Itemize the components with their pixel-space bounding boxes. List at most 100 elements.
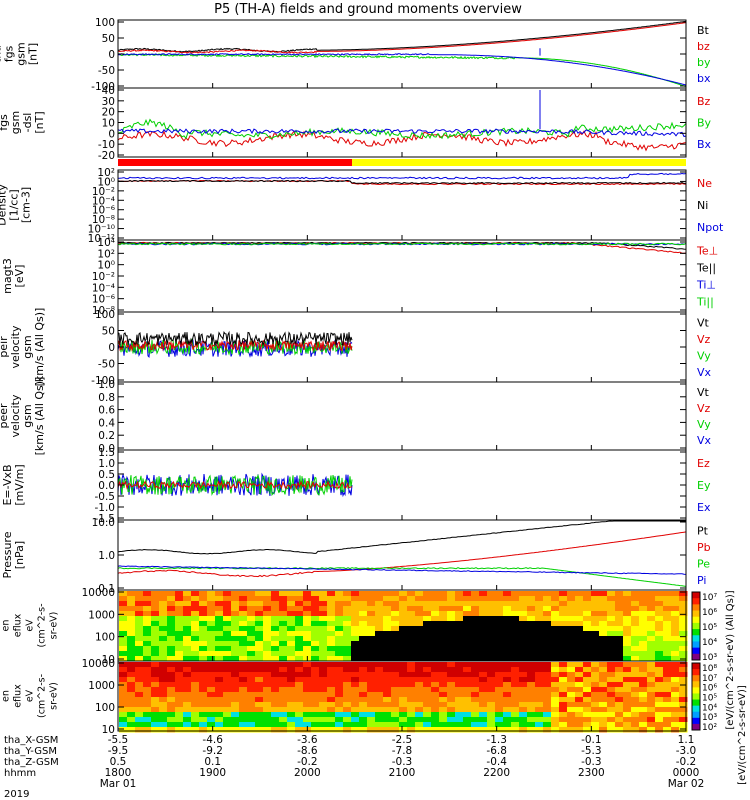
spectro-ion-cell bbox=[295, 631, 304, 637]
spectro-ion-cell bbox=[551, 651, 560, 657]
spectro-ion-cell bbox=[591, 636, 600, 642]
spectro-ion-cell bbox=[583, 601, 592, 607]
spectro-ion-cell bbox=[463, 596, 472, 602]
spectro-electron-cell bbox=[527, 717, 536, 723]
spectro-electron-cell bbox=[351, 727, 360, 733]
ytick-label-temperature: 10⁰ bbox=[97, 260, 115, 272]
spectro-electron-cell bbox=[423, 722, 432, 728]
spectro-ion-cell bbox=[391, 621, 400, 627]
spectro-ion-cell bbox=[471, 646, 480, 652]
spectro-ion-cell bbox=[367, 651, 376, 657]
spectro-electron-cell bbox=[319, 727, 328, 733]
spectro-ion-cell bbox=[495, 631, 504, 637]
spectro-ion-cell bbox=[311, 636, 320, 642]
ylabel-line: gsm bbox=[21, 404, 34, 427]
spectro-ion-cell bbox=[423, 621, 432, 627]
spectro-ion-cell bbox=[655, 636, 664, 642]
spectro-ion-cell bbox=[383, 631, 392, 637]
spectro-electron-cell bbox=[631, 687, 640, 693]
spectro-ion-cell bbox=[359, 616, 368, 622]
spectro-electron-cell bbox=[159, 677, 168, 683]
spectro-ion-cell bbox=[471, 626, 480, 632]
spectro-ion-cell bbox=[359, 596, 368, 602]
spectro-electron-cell bbox=[607, 662, 616, 668]
spectro-electron-cell bbox=[239, 722, 248, 728]
spectro-ion-cell bbox=[535, 646, 544, 652]
spectro-electron-cell bbox=[431, 707, 440, 713]
spectro-electron-cell bbox=[679, 687, 688, 693]
ytick-label-density: 10⁻² bbox=[92, 186, 115, 198]
spectro-ion-cell bbox=[567, 616, 576, 622]
spectro-ion-cell bbox=[343, 601, 352, 607]
spectro-electron-cell bbox=[127, 677, 136, 683]
spectro-ion-cell bbox=[407, 636, 416, 642]
spectro-electron-cell bbox=[567, 667, 576, 673]
spectro-ion-cell bbox=[375, 631, 384, 637]
spectro-electron-cell bbox=[599, 667, 608, 673]
spectro-ion-cell bbox=[167, 606, 176, 612]
spectro-ion-cell bbox=[231, 591, 240, 597]
spectro-electron-cell bbox=[207, 722, 216, 728]
spectro-electron-cell bbox=[647, 677, 656, 683]
spectro-ion-cell bbox=[183, 591, 192, 597]
spectro-electron-cell bbox=[303, 717, 312, 723]
spectro-ion-cell bbox=[127, 631, 136, 637]
spectro-ion-cell bbox=[519, 601, 528, 607]
spectro-electron-cell bbox=[239, 662, 248, 668]
spectro-ion-cell bbox=[407, 616, 416, 622]
ylabel-peer-velocity: thapeervelocitygsm[km/s (All Qs)] bbox=[0, 377, 46, 456]
colorbar-electron-tick: 10⁶ bbox=[702, 684, 717, 694]
spectro-electron-cell bbox=[231, 667, 240, 673]
spectro-electron-cell bbox=[615, 692, 624, 698]
spectro-ion-cell bbox=[583, 591, 592, 597]
spectro-ion-cell bbox=[655, 631, 664, 637]
spectro-ion-cell bbox=[415, 606, 424, 612]
spectro-electron-cell bbox=[167, 712, 176, 718]
spectro-electron-cell bbox=[583, 722, 592, 728]
spectro-ion-cell bbox=[279, 636, 288, 642]
spectro-ion-cell bbox=[239, 651, 248, 657]
spectro-ion-cell bbox=[303, 611, 312, 617]
spectro-ion-cell bbox=[575, 591, 584, 597]
spectro-ion-cell bbox=[423, 656, 432, 662]
spectro-electron-cell bbox=[311, 722, 320, 728]
spectro-ion-cell bbox=[447, 641, 456, 647]
spectro-electron-cell bbox=[583, 712, 592, 718]
spectro-electron-cell bbox=[271, 682, 280, 688]
ylabel-line: fgs bbox=[2, 45, 15, 62]
spectro-electron-cell bbox=[183, 717, 192, 723]
spectro-ion-cell bbox=[383, 636, 392, 642]
spectro-electron-cell bbox=[151, 672, 160, 678]
spectro-ion-cell bbox=[215, 636, 224, 642]
spectro-electron-cell bbox=[311, 717, 320, 723]
spectro-electron-cell bbox=[143, 727, 152, 733]
spectro-electron-cell bbox=[383, 692, 392, 698]
spectro-electron-cell bbox=[231, 672, 240, 678]
spectro-ion-cell bbox=[207, 616, 216, 622]
spectro-electron-cell bbox=[599, 707, 608, 713]
spectro-ion-cell bbox=[175, 656, 184, 662]
spectro-ion-cell bbox=[583, 651, 592, 657]
spectro-electron-cell bbox=[471, 707, 480, 713]
spectro-ion-cell bbox=[351, 651, 360, 657]
spectro-electron-cell bbox=[391, 667, 400, 673]
spectro-electron-cell bbox=[263, 662, 272, 668]
spectro-electron-cell bbox=[215, 692, 224, 698]
spectro-electron-cell bbox=[359, 677, 368, 683]
spectro-ion-cell bbox=[439, 646, 448, 652]
spectro-ion-cell bbox=[503, 626, 512, 632]
spectro-electron-cell bbox=[247, 712, 256, 718]
spectro-electron-cell bbox=[655, 662, 664, 668]
spectro-electron-cell bbox=[639, 682, 648, 688]
ytick-label-peer-velocity: 0.2 bbox=[98, 430, 115, 442]
spectro-ion-cell bbox=[591, 626, 600, 632]
spectro-ion-cell bbox=[671, 651, 680, 657]
spectro-electron-cell bbox=[199, 707, 208, 713]
spectro-ion-cell bbox=[191, 646, 200, 652]
spectro-electron-cell bbox=[495, 667, 504, 673]
spectro-ion-cell bbox=[223, 621, 232, 627]
spectro-electron-cell bbox=[391, 712, 400, 718]
spectro-ion-cell bbox=[311, 646, 320, 652]
spectro-electron-cell bbox=[439, 667, 448, 673]
spectro-ion-cell bbox=[663, 601, 672, 607]
